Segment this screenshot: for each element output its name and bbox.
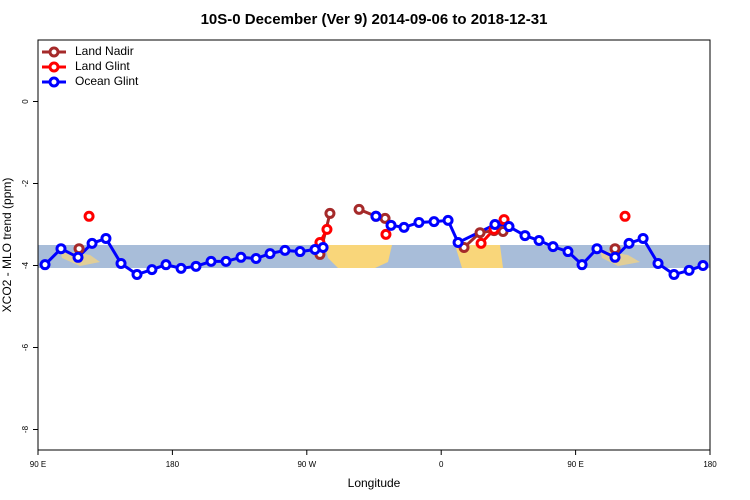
x-tick-label: 90 E bbox=[567, 460, 583, 469]
data-point bbox=[131, 269, 143, 281]
y-tick-label: -8 bbox=[21, 425, 30, 433]
data-point bbox=[379, 212, 391, 224]
data-point bbox=[380, 228, 392, 240]
data-point bbox=[72, 251, 84, 263]
data-point bbox=[39, 259, 51, 271]
y-tick-label: -2 bbox=[21, 179, 30, 187]
legend-marker bbox=[48, 46, 60, 58]
data-point bbox=[73, 243, 85, 255]
data-point bbox=[533, 234, 545, 246]
data-point bbox=[317, 241, 329, 253]
data-point bbox=[609, 251, 621, 263]
x-tick-label: 90 E bbox=[30, 460, 46, 469]
y-tick-label: 0 bbox=[21, 99, 30, 104]
legend-marker bbox=[48, 61, 60, 73]
data-point bbox=[370, 210, 382, 222]
map-strip bbox=[38, 245, 710, 268]
data-point bbox=[503, 221, 515, 233]
x-tick-label: 0 bbox=[439, 460, 444, 469]
y-axis-label: XCO2 - MLO trend (ppm) bbox=[0, 178, 14, 313]
data-point bbox=[385, 219, 397, 231]
x-tick-label: 180 bbox=[703, 460, 717, 469]
data-point bbox=[100, 232, 112, 244]
legend-label: Ocean Glint bbox=[75, 74, 139, 88]
data-point bbox=[353, 203, 365, 215]
data-point bbox=[668, 269, 680, 281]
data-point bbox=[442, 214, 454, 226]
data-point bbox=[489, 219, 501, 230]
data-point bbox=[683, 264, 695, 276]
legend-marker bbox=[48, 76, 60, 88]
data-point bbox=[697, 260, 709, 271]
x-tick-label: 180 bbox=[166, 460, 180, 469]
y-tick-label: -6 bbox=[21, 343, 30, 351]
y-tick-label: -4 bbox=[21, 261, 30, 269]
data-point bbox=[175, 262, 187, 274]
data-point bbox=[160, 259, 172, 271]
data-point bbox=[235, 251, 247, 263]
data-point bbox=[413, 216, 425, 228]
data-point bbox=[623, 237, 635, 249]
data-point bbox=[220, 255, 232, 267]
data-point bbox=[474, 227, 486, 239]
data-point bbox=[452, 237, 464, 249]
x-tick-label: 90 W bbox=[297, 460, 316, 469]
data-point bbox=[576, 259, 588, 271]
data-point bbox=[428, 216, 440, 228]
data-point bbox=[324, 207, 336, 219]
data-point bbox=[498, 214, 510, 226]
data-point bbox=[547, 241, 559, 253]
chart-title: 10S-0 December (Ver 9) 2014-09-06 to 201… bbox=[201, 11, 548, 28]
data-point bbox=[264, 248, 276, 260]
data-point bbox=[321, 223, 333, 235]
data-point bbox=[398, 221, 410, 233]
legend-label: Land Nadir bbox=[75, 44, 134, 58]
plot-frame bbox=[37, 39, 711, 451]
data-point bbox=[637, 232, 649, 244]
legend-label: Land Glint bbox=[75, 59, 130, 73]
data-point bbox=[83, 210, 95, 222]
x-axis-label: Longitude bbox=[348, 476, 401, 490]
data-point bbox=[475, 237, 487, 249]
data-point bbox=[250, 253, 262, 265]
data-point bbox=[146, 264, 158, 276]
data-point bbox=[115, 257, 127, 269]
data-point bbox=[190, 260, 202, 272]
data-point bbox=[55, 243, 67, 255]
data-point bbox=[279, 244, 291, 256]
data-point bbox=[562, 246, 574, 258]
data-point bbox=[294, 246, 306, 258]
data-point bbox=[609, 243, 621, 255]
data-point bbox=[652, 257, 664, 269]
data-point bbox=[519, 230, 531, 242]
data-point bbox=[591, 243, 603, 255]
data-point bbox=[205, 255, 217, 267]
data-point bbox=[86, 237, 98, 249]
data-point bbox=[619, 210, 631, 222]
